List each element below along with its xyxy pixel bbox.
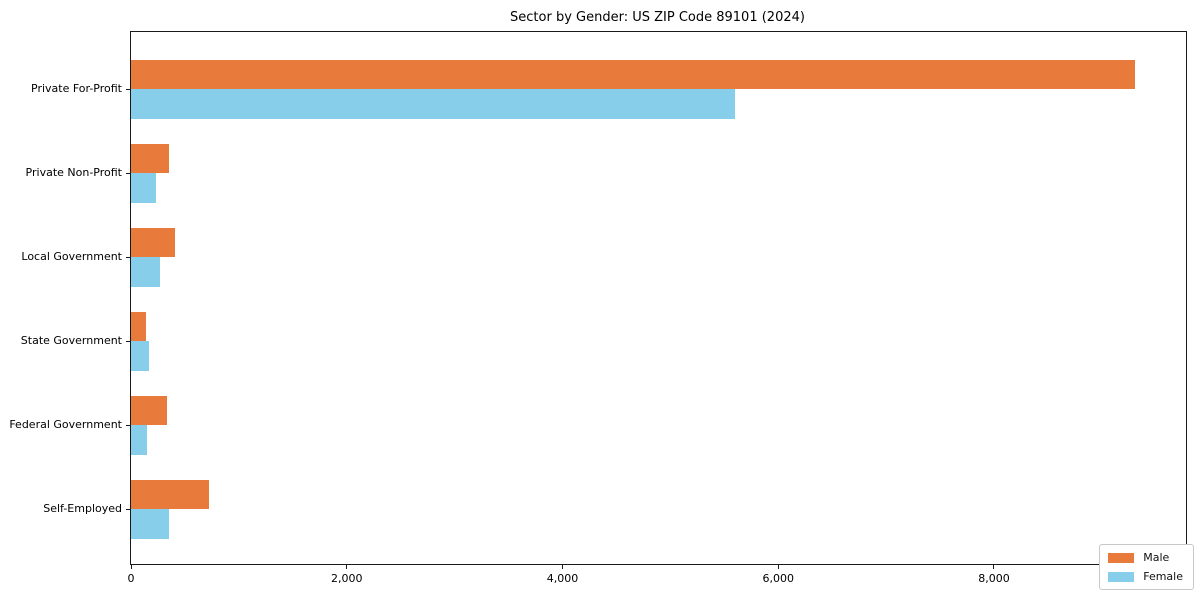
legend-label-female: Female	[1143, 570, 1183, 583]
x-tick-mark	[130, 565, 132, 569]
bar-male-5	[131, 479, 210, 509]
legend-item-male: Male	[1108, 551, 1183, 564]
bar-female-3	[131, 341, 149, 371]
y-tick-mark	[126, 172, 130, 174]
bar-female-4	[131, 425, 148, 455]
y-tick-label: Local Government	[21, 250, 122, 263]
x-tick-mark	[777, 565, 779, 569]
bar-female-5	[131, 509, 170, 539]
bar-male-3	[131, 311, 146, 341]
bar-female-0	[131, 89, 736, 119]
y-tick-label: Private Non-Profit	[25, 166, 122, 179]
x-tick-label: 0	[127, 572, 135, 585]
y-tick-label: Federal Government	[9, 418, 122, 431]
y-tick-mark	[126, 340, 130, 342]
bar-male-4	[131, 395, 167, 425]
bar-male-1	[131, 143, 169, 173]
bar-female-1	[131, 173, 156, 203]
legend-swatch-female	[1108, 571, 1135, 582]
x-tick-label: 8,000	[978, 572, 1010, 585]
legend-item-female: Female	[1108, 570, 1183, 583]
x-tick-label: 6,000	[762, 572, 794, 585]
bar-male-0	[131, 59, 1136, 89]
bar-male-2	[131, 227, 176, 257]
x-tick-label: 2,000	[330, 572, 363, 585]
y-tick-mark	[126, 424, 130, 426]
legend: Male Female	[1099, 544, 1194, 590]
x-tick-mark	[346, 565, 348, 569]
y-tick-label: State Government	[20, 334, 122, 347]
y-tick-label: Self-Employed	[43, 502, 122, 515]
legend-label-male: Male	[1143, 551, 1170, 564]
y-tick-mark	[126, 256, 130, 258]
y-tick-label: Private For-Profit	[31, 82, 122, 95]
bar-female-2	[131, 257, 161, 287]
x-tick-mark	[561, 565, 563, 569]
y-tick-mark	[126, 508, 130, 510]
y-tick-mark	[126, 88, 130, 90]
chart-title: Sector by Gender: US ZIP Code 89101 (202…	[510, 10, 805, 25]
x-tick-mark	[993, 565, 995, 569]
plot-area: 0 2,000 4,000 6,000 8,000 Private For-Profit P…	[9, 31, 1187, 585]
x-tick-label: 4,000	[546, 572, 579, 585]
legend-swatch-male	[1108, 552, 1135, 563]
